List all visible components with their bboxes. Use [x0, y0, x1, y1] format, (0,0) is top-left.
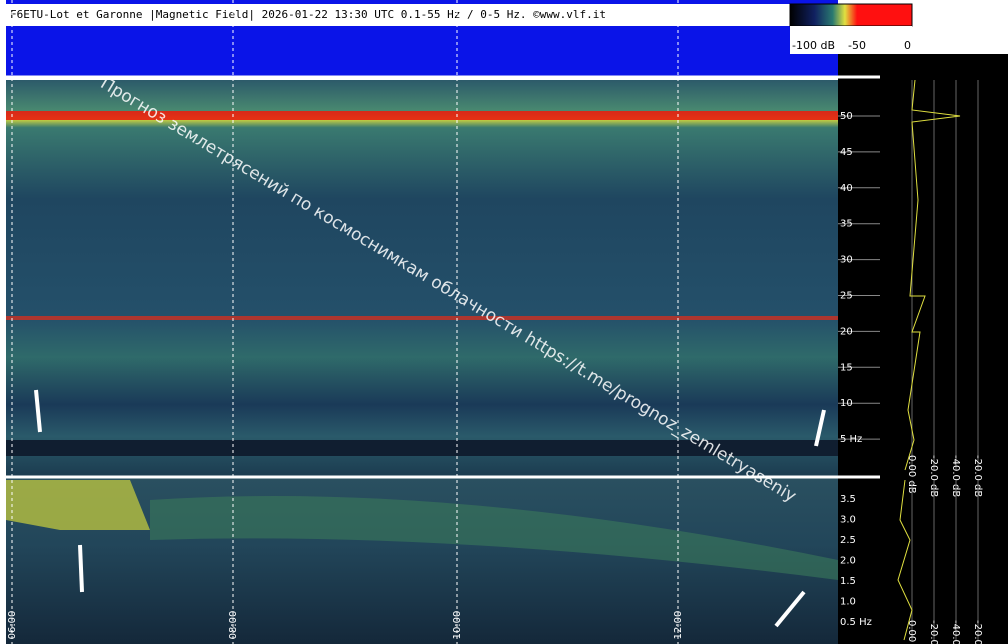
- spectrogram-upper: [6, 80, 838, 476]
- side-label: -20.0 dB: [928, 455, 939, 497]
- time-label: 06:00: [7, 611, 18, 640]
- y-tick-label: 1.5: [840, 576, 856, 587]
- time-label: 12:00: [673, 611, 684, 640]
- colorbar: [789, 3, 913, 27]
- side-label: -40.0 dB: [950, 455, 961, 497]
- side-label: -40.0 dB: [950, 620, 961, 644]
- header-title: F6ETU-Lot et Garonne |Magnetic Field| 20…: [10, 8, 606, 21]
- spectrum-trace: [904, 79, 961, 471]
- y-tick-label: 25: [840, 291, 853, 302]
- side-label: 0.00 dB: [906, 455, 917, 494]
- colorbar-label: -100 dB: [792, 39, 835, 52]
- title-box: [6, 4, 790, 26]
- y-tick-label: 15: [840, 362, 853, 373]
- arrows: [34, 389, 826, 628]
- y-tick-label: 45: [840, 147, 853, 158]
- y-tick-label: 35: [840, 219, 853, 230]
- y-tick-label: 30: [840, 255, 853, 266]
- line-50hz: [6, 111, 838, 120]
- y-tick-label: 3.5: [840, 494, 856, 505]
- colorbar-labels-bg: [790, 26, 912, 54]
- side-bg: [838, 54, 1008, 644]
- time-label: 10:00: [452, 611, 463, 640]
- spectrum-trace: [897, 479, 913, 641]
- y-tick-label: 1.0: [840, 597, 856, 608]
- line-22hz: [6, 316, 838, 320]
- y-tick-label: 0.5 Hz: [840, 617, 872, 628]
- colorbar-label: 0: [904, 39, 911, 52]
- lower-blob: [6, 480, 150, 530]
- y-tick-label: 50: [840, 111, 853, 122]
- side-label: 0.00 dB: [906, 620, 917, 644]
- y-tick-label: 20: [840, 326, 853, 337]
- colorbar-label: -50: [848, 39, 866, 52]
- time-label: 08:00: [228, 611, 239, 640]
- y-tick-label: 2.0: [840, 556, 856, 567]
- y-tick-label: 3.0: [840, 515, 856, 526]
- y-tick-label: 10: [840, 398, 853, 409]
- y-tick-label: 2.5: [840, 535, 856, 546]
- time-gridlines: [11, 0, 679, 644]
- side-label: -20.0 dB: [928, 620, 939, 644]
- dark-band: [6, 440, 838, 456]
- lower-band: [150, 496, 838, 580]
- side-label: -20.0 dB: [972, 455, 983, 497]
- y-tick-label: 5 Hz: [840, 434, 862, 445]
- y-tick-label: 40: [840, 183, 853, 194]
- side-label: -20.0 dB: [972, 620, 983, 644]
